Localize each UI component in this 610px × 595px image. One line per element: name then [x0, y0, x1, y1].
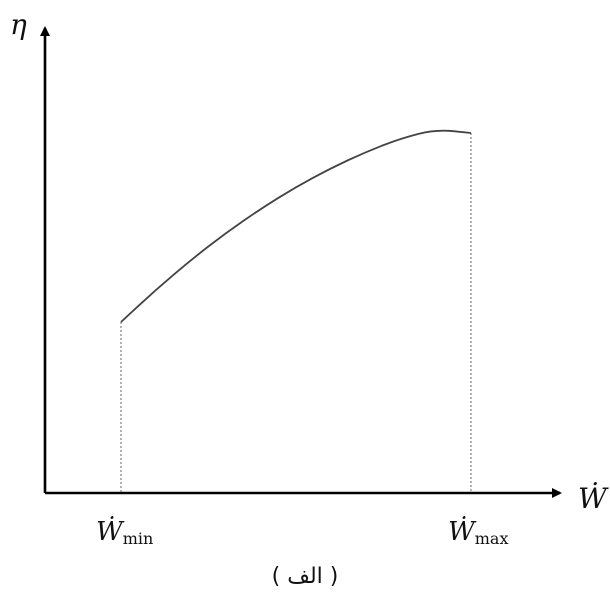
figure-caption: ( الف )	[272, 564, 339, 589]
y-axis-label: η	[10, 8, 27, 41]
guide-lines	[120, 133, 472, 493]
x-marker-max-sub: max	[475, 529, 509, 548]
x-marker-max-base: Ẇ	[448, 516, 477, 547]
x-marker-min-base: Ẇ	[96, 516, 125, 547]
x-marker-min: Ẇmin	[96, 516, 153, 548]
x-axis-label: Ẇ	[578, 482, 609, 515]
efficiency-curve	[120, 129, 472, 323]
x-marker-min-sub: min	[123, 529, 154, 548]
x-marker-max: Ẇmax	[448, 516, 508, 548]
